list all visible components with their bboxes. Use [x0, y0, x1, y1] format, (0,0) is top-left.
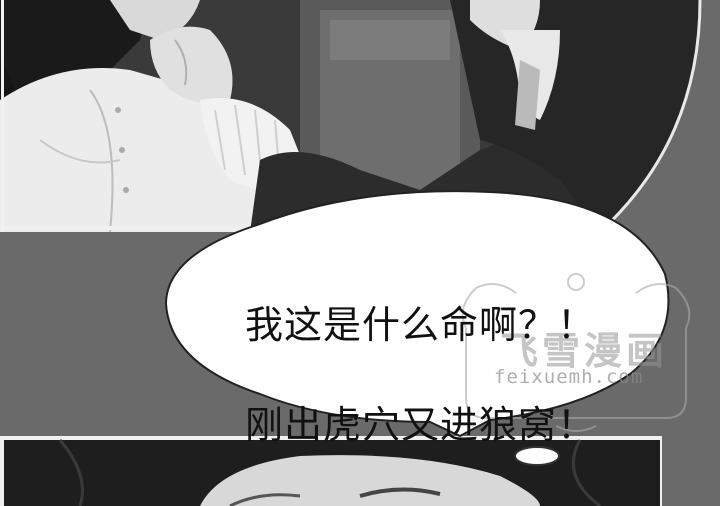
- speech-text: 我这是什么命啊？！ 刚出虎穴又进狼窝！: [245, 250, 625, 500]
- small-thought-bubble: [514, 446, 560, 466]
- top-panel-illustration: [0, 0, 720, 232]
- watermark-brand: 飞雪漫画: [500, 329, 669, 373]
- dialogue-line-1: 我这是什么命啊？！: [245, 303, 597, 347]
- watermark-url: feixuemh.com: [494, 366, 644, 388]
- top-comic-panel: [0, 0, 720, 232]
- bottom-panel-illustration: [0, 436, 662, 506]
- dialogue-line-2: 刚出虎穴又进狼窝！: [245, 403, 597, 447]
- bottom-comic-panel: [0, 436, 662, 506]
